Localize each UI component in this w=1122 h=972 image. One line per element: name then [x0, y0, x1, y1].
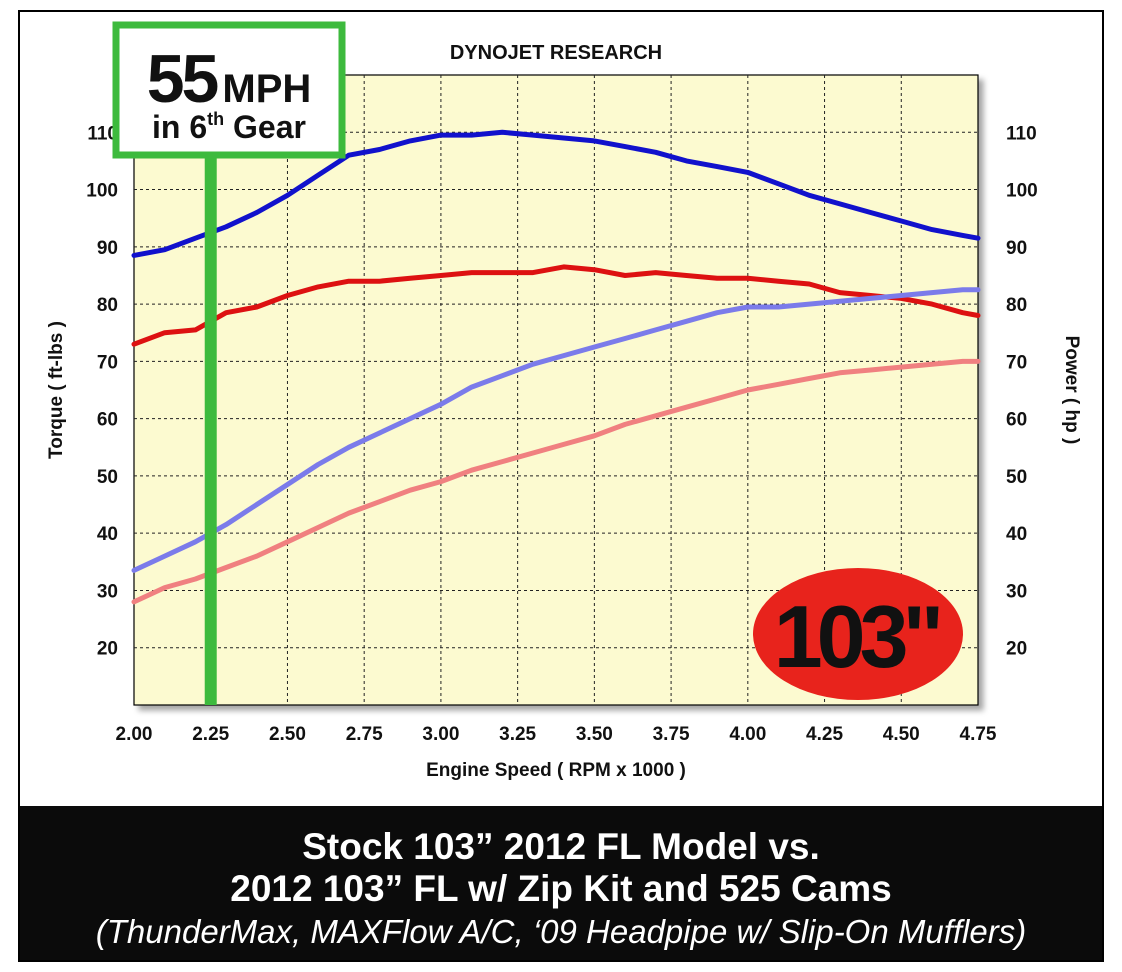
caption-line-2: 2012 103” FL w/ Zip Kit and 525 Cams [230, 868, 892, 909]
y-tick-label-left: 100 [86, 181, 118, 202]
gear-sup: th [207, 109, 224, 129]
x-tick-label: 2.00 [116, 724, 153, 745]
caption-line-3: (ThunderMax, MAXFlow A/C, ‘09 Headpipe w… [95, 913, 1027, 950]
x-tick-label: 4.00 [729, 724, 766, 745]
speed-marker-line [204, 150, 217, 705]
series-lines [131, 129, 981, 605]
tick-labels: 2.00 2.25 2.50 2.75 3.00 3.25 3.50 3.75 4.00 4.25… [86, 123, 1037, 745]
y-tick-label-left: 20 [97, 639, 118, 660]
y-tick-label-left: 40 [97, 524, 118, 545]
x-tick-label: 4.50 [883, 724, 920, 745]
badge-ellipse [753, 568, 963, 700]
x-tick-label: 4.75 [960, 724, 997, 745]
badge-text: 103" [774, 587, 939, 686]
y-tick-label-right: 40 [1006, 524, 1027, 545]
series-line-2 [131, 264, 981, 347]
x-tick-label: 3.25 [499, 724, 536, 745]
dyno-chart: 2.00 2.25 2.50 2.75 3.00 3.25 3.50 3.75 4.00 4.25… [46, 21, 1082, 781]
caption-line-1: Stock 103” 2012 FL Model vs. [302, 826, 820, 867]
y-tick-label-left: 80 [97, 295, 118, 316]
chart-title: DYNOJET RESEARCH [450, 42, 662, 64]
engine-size-badge: 103" [753, 568, 963, 700]
x-tick-label: 3.00 [422, 724, 459, 745]
y-axis-title-left: Torque ( ft-lbs ) [46, 321, 67, 459]
series-line-4 [131, 358, 981, 605]
series-line-1 [131, 129, 981, 258]
y-tick-label-right: 80 [1006, 295, 1027, 316]
y-tick-label-left: 70 [97, 352, 118, 373]
speed-unit: MPH [222, 67, 311, 111]
y-tick-label-right: 90 [1006, 238, 1027, 259]
y-axis-title-right: Power ( hp ) [1061, 336, 1082, 445]
y-tick-label-right: 20 [1006, 639, 1027, 660]
x-tick-label: 2.75 [346, 724, 383, 745]
y-tick-label-right: 110 [1006, 123, 1037, 144]
y-tick-label-left: 90 [97, 238, 118, 259]
caption-panel: Stock 103” 2012 FL Model vs. 2012 103” F… [20, 806, 1102, 960]
speed-value: 55 [147, 41, 218, 117]
gear-prefix: in 6 [152, 109, 207, 145]
gear-suffix: Gear [224, 109, 306, 145]
x-tick-label: 3.75 [653, 724, 690, 745]
y-tick-label-left: 30 [97, 581, 118, 602]
y-tick-label-right: 70 [1006, 352, 1027, 373]
svg-text:in 6th Gear: in 6th Gear [152, 109, 306, 145]
x-axis-title: Engine Speed ( RPM x 1000 ) [426, 760, 686, 781]
y-tick-label-left: 50 [97, 467, 118, 488]
y-tick-label-right: 50 [1006, 467, 1027, 488]
y-tick-label-left: 60 [97, 410, 118, 431]
x-tick-label: 4.25 [806, 724, 843, 745]
series-line-3 [131, 287, 981, 573]
x-tick-label: 2.25 [192, 724, 229, 745]
y-tick-label-left: 110 [87, 123, 118, 144]
speed-box [112, 21, 346, 159]
y-tick-label-right: 100 [1006, 181, 1038, 202]
y-tick-label-right: 30 [1006, 581, 1027, 602]
y-tick-label-right: 60 [1006, 410, 1027, 431]
x-tick-label: 3.50 [576, 724, 613, 745]
x-tick-label: 2.50 [269, 724, 306, 745]
speed-callout: 55 MPH in 6th Gear [112, 21, 346, 705]
